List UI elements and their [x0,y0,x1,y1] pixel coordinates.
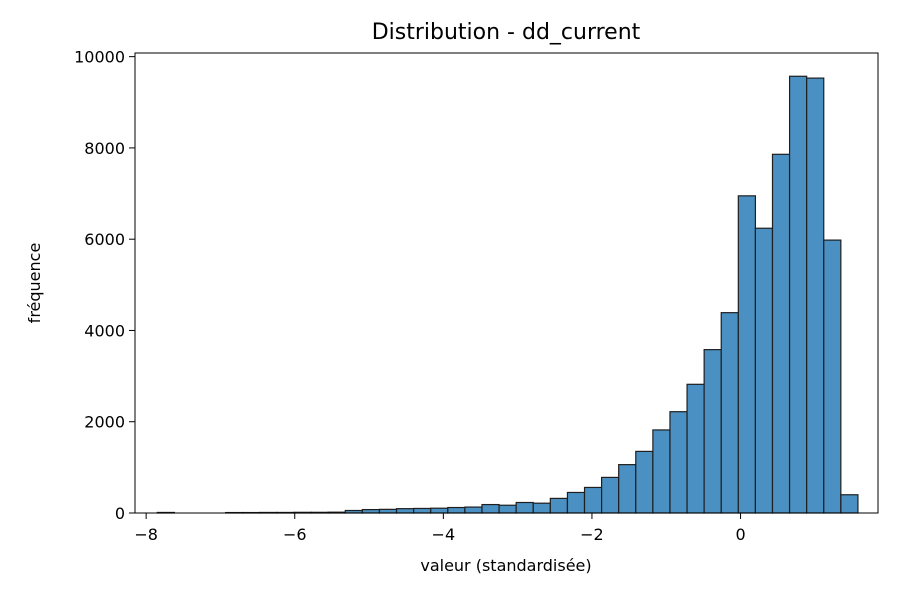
y-tick-label: 8000 [84,139,125,158]
histogram-bar [499,505,516,513]
histogram-bar [431,508,448,513]
histogram-bar [619,465,636,513]
histogram-bar [397,509,414,513]
histogram-bar [772,154,789,513]
histogram-bar [602,477,619,513]
histogram-bar [807,78,824,513]
histogram-bar [841,495,858,513]
histogram-bar [482,505,499,513]
histogram-bar [790,76,807,513]
bars-group [157,76,858,513]
x-tick-label: −8 [134,525,158,544]
y-axis-ticks: 0 2000 4000 6000 8000 10000 [74,48,135,523]
chart-title: Distribution - dd_current [372,20,641,45]
histogram-bar [738,196,755,513]
y-tick-label: 6000 [84,230,125,249]
y-tick-label: 2000 [84,413,125,432]
x-tick-label: −4 [432,525,456,544]
histogram-bar [448,508,465,513]
x-tick-label: −2 [580,525,604,544]
histogram-bar [414,508,431,513]
y-axis-label: fréquence [25,243,44,324]
histogram-bar [824,240,841,513]
histogram-bar [362,510,379,513]
histogram-bar [567,492,584,513]
histogram-bar [550,498,567,513]
histogram-bar [721,313,738,513]
histogram-bar [465,507,482,513]
x-tick-label: −6 [283,525,307,544]
y-tick-label: 10000 [74,48,125,67]
histogram-bar [379,509,396,513]
y-tick-label: 4000 [84,321,125,340]
histogram-bar [585,487,602,513]
histogram-bar [636,451,653,513]
x-axis-label: valeur (standardisée) [420,556,591,575]
x-tick-label: 0 [735,525,745,544]
x-axis-ticks: −8 −6 −4 −2 0 [134,513,745,544]
histogram-bar [653,430,670,513]
histogram-bar [755,228,772,513]
histogram-bar [704,350,721,513]
y-tick-label: 0 [115,504,125,523]
histogram-bar [516,503,533,514]
histogram-bar [533,503,550,513]
histogram-bar [670,412,687,513]
histogram-bar [687,384,704,513]
